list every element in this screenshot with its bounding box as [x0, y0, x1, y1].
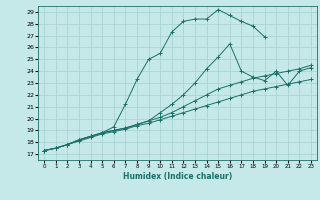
X-axis label: Humidex (Indice chaleur): Humidex (Indice chaleur) [123, 172, 232, 181]
